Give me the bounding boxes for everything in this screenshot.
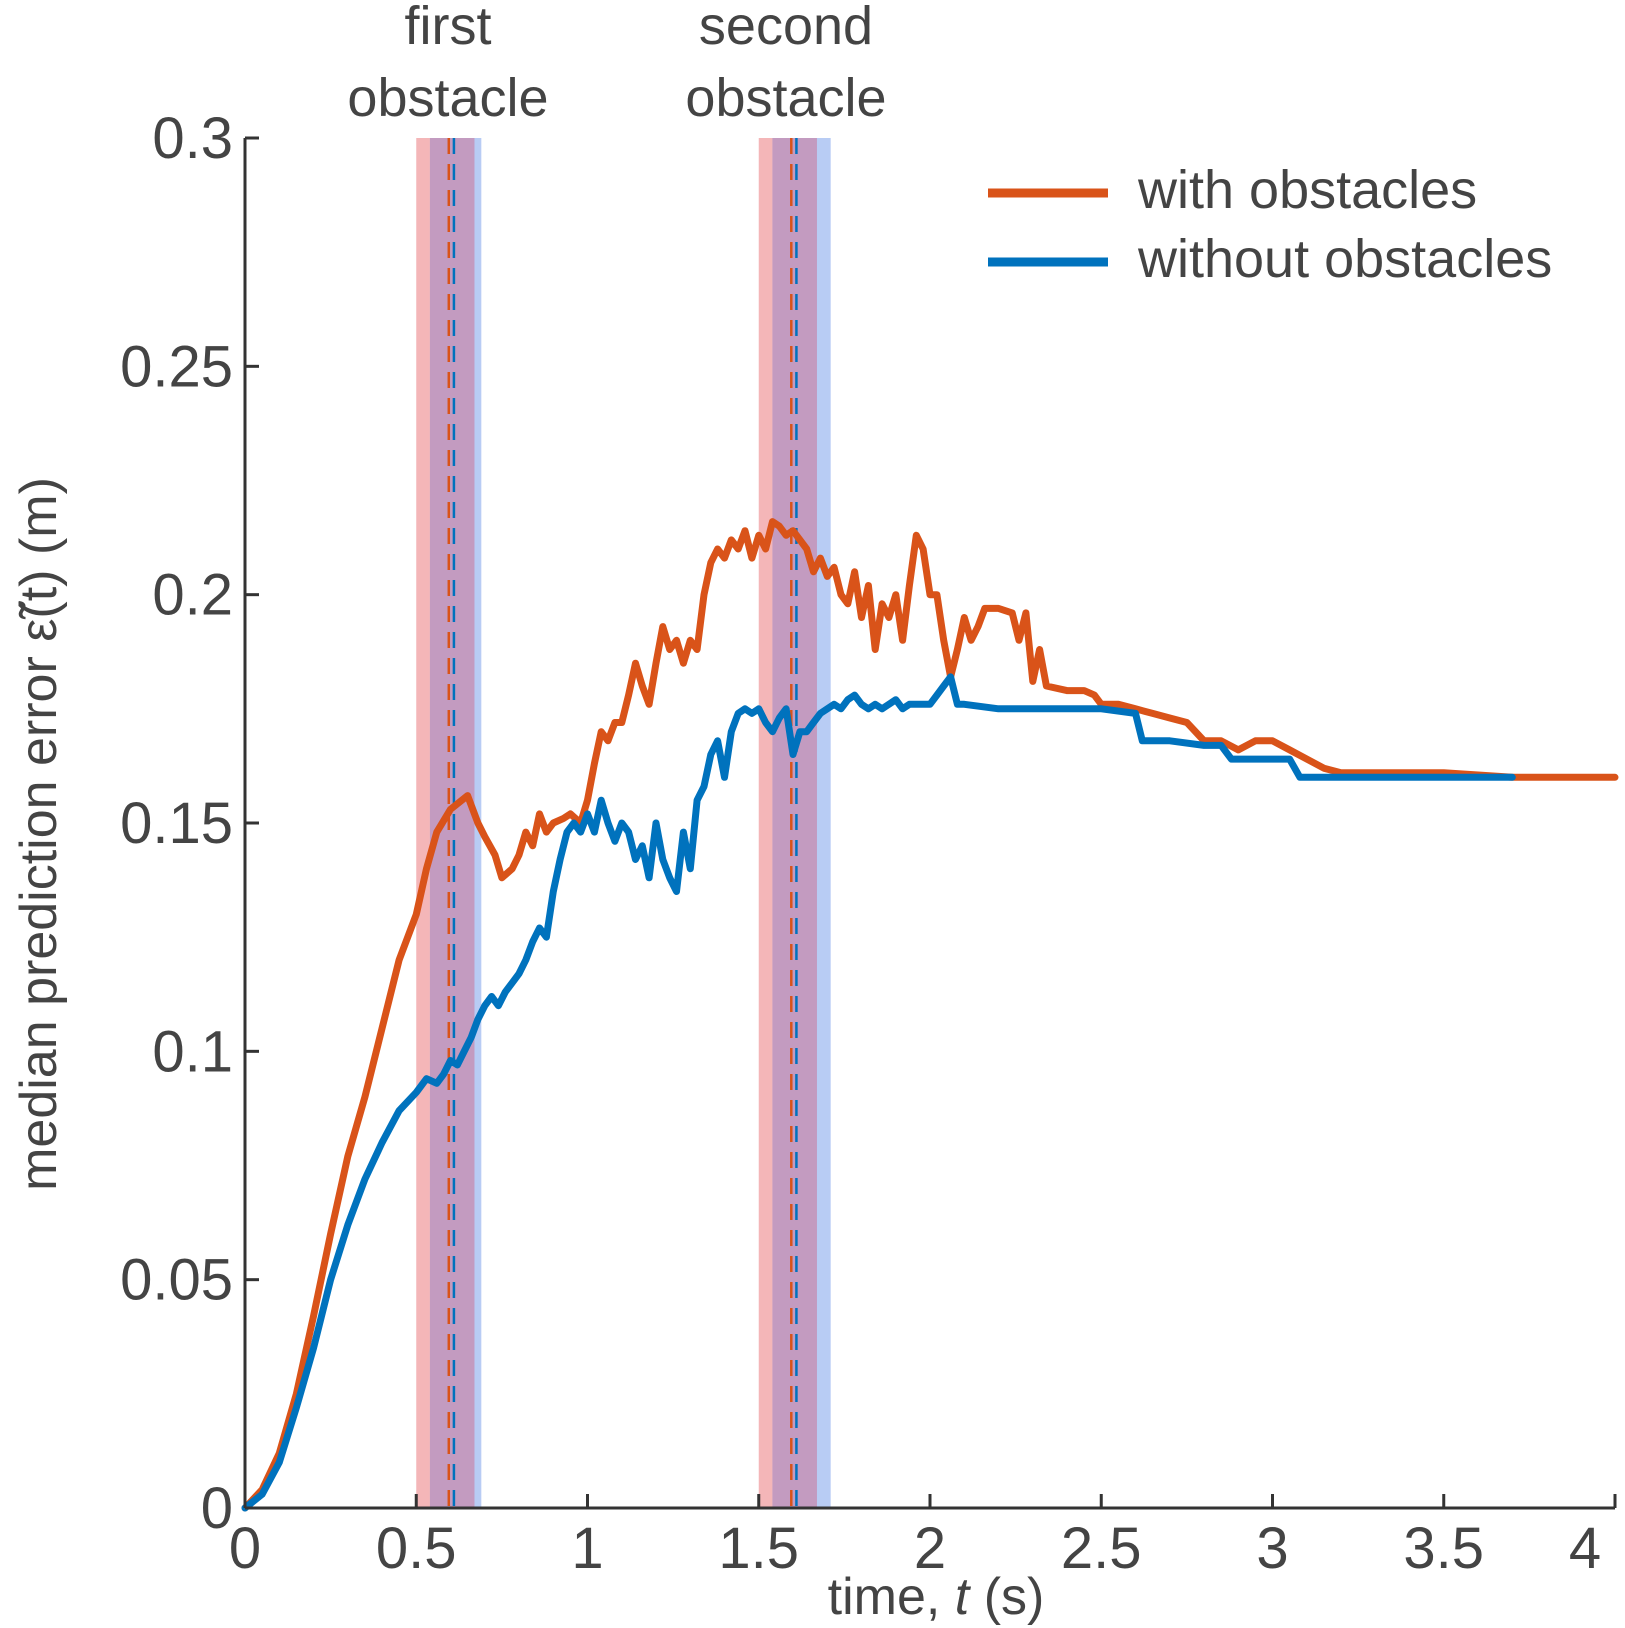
legend-label-without: without obstacles [1137,229,1552,289]
band-overlap-2 [772,138,817,1508]
x-axis-label: time, t (s) [828,1568,1045,1626]
series-line-with-obstacles [241,518,1619,1512]
series-line-without-obstacles [241,673,1516,1512]
y-tick-label: 0.15 [120,791,233,856]
y-axis-label: median prediction error ε̃(t) (m) [10,477,68,1191]
x-tick-label: 3 [1256,1516,1288,1581]
y-tick-label: 0.25 [120,334,233,399]
annotation-second-line1: second [699,0,873,56]
legend: with obstacles without obstacles [988,160,1552,289]
band-overlap-1 [429,138,475,1508]
x-tick-label: 0.5 [376,1516,457,1581]
x-tick-label: 1 [571,1516,603,1581]
x-tick-label: 2.5 [1061,1516,1142,1581]
annotation-first-line2: obstacle [347,68,548,128]
y-tick-label: 0.05 [120,1248,233,1313]
annotation-second-line2: obstacle [685,68,886,128]
axes: 0 0.5 1 1.5 2 2.5 3 3.5 4 0 0.05 0.1 0.15 0.2 0.25 0.3 [120,106,1617,1581]
legend-label-with: with obstacles [1137,160,1477,220]
annotation-first-line1: first [405,0,492,56]
series-layer [241,518,1619,1512]
obstacle-bands [416,138,831,1508]
y-tick-label: 0 [201,1476,233,1541]
y-tick-label: 0.3 [152,106,233,171]
y-tick-label: 0.2 [152,563,233,628]
x-tick-label: 1.5 [718,1516,799,1581]
x-tick-label: 0 [229,1516,261,1581]
x-tick-label: 3.5 [1403,1516,1484,1581]
x-tick-label: 4 [1569,1516,1601,1581]
y-tick-label: 0.1 [152,1019,233,1084]
x-tick-label: 2 [914,1516,946,1581]
